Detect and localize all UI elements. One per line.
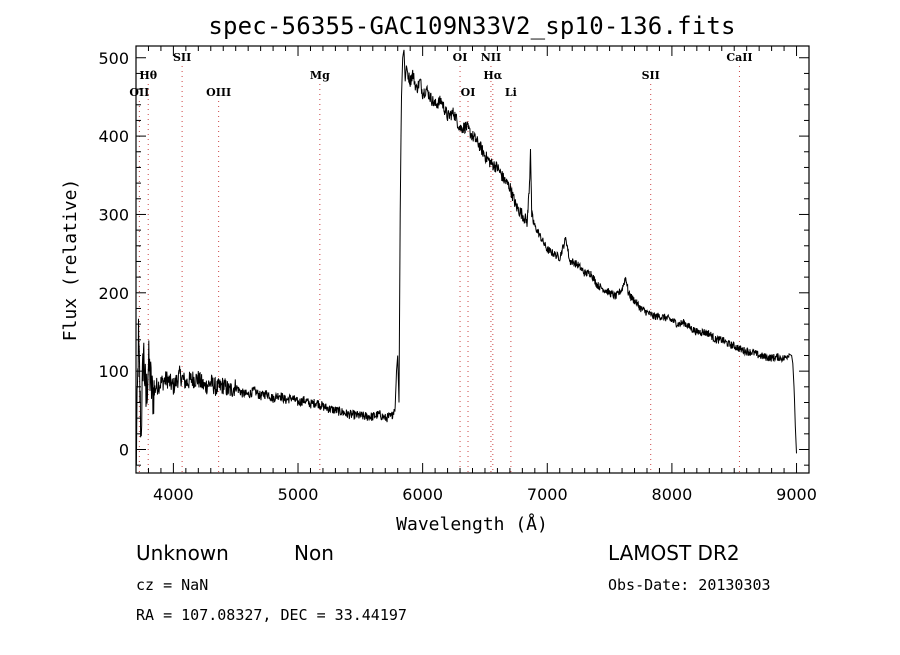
spectral-line-label: Li [505,86,517,99]
obs-date: Obs-Date: 20130303 [608,576,771,594]
y-tick-label: 500 [98,49,129,68]
survey-name: LAMOST DR2 [608,541,740,565]
x-tick-label: 5000 [278,485,319,504]
spectrum-series [135,49,797,466]
spectral-line-label: SII [642,69,660,82]
x-tick-label: 8000 [652,485,693,504]
x-tick-label: 4000 [153,485,194,504]
spectral-line-label: CaII [726,51,752,64]
chart-title: spec-56355-GAC109N33V2_sp10-136.fits [208,12,735,40]
coordinates: RA = 107.08327, DEC = 33.44197 [136,606,407,624]
plot-frame [135,45,810,474]
spectral-line-label: SII [173,51,191,64]
y-tick-label: 100 [98,362,129,381]
y-tick-label: 0 [119,440,129,459]
spectrum-line [135,49,797,466]
x-tick-label: 6000 [402,485,443,504]
object-subclass: Non [294,541,334,565]
spectral-line-label: OIII [206,86,231,99]
x-axis-label: Wavelength (Å) [396,513,548,535]
spectral-line-label: Hθ [139,69,157,82]
spectral-line-label: OI [461,86,476,99]
object-class: Unknown [136,541,229,565]
spectral-line-label: Mg [310,69,330,82]
spectral-line-label: OII [129,86,149,99]
x-tick-label: 7000 [527,485,568,504]
y-axis-label: Flux (relative) [60,179,81,342]
y-tick-label: 200 [98,284,129,303]
redshift-cz: cz = NaN [136,576,208,594]
spectral-line-label: NII [481,51,501,64]
spectral-line-label: OI [453,51,468,64]
spectral-line-label: Hα [483,69,502,82]
y-tick-label: 400 [98,127,129,146]
axis-ticks: 4000 5000 6000 7000 8000 9000 0 100 200 300 400 500 [98,46,817,504]
x-tick-label: 9000 [776,485,817,504]
y-tick-label: 300 [98,205,129,224]
